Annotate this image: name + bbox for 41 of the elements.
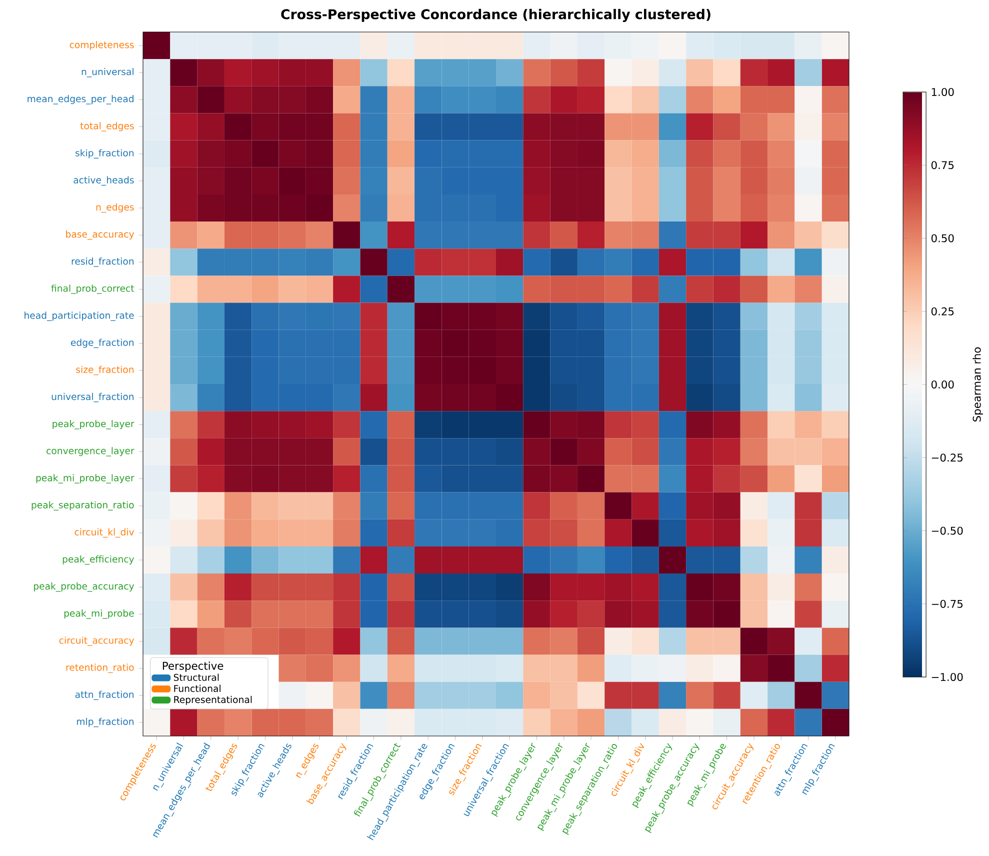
y-tick-label: total_edges — [80, 122, 134, 132]
y-tick-label: circuit_accuracy — [59, 636, 134, 646]
color-bar-title: Spearman rho — [972, 347, 983, 422]
y-tick-label: convergence_layer — [46, 447, 134, 456]
y-tick-label: head_participation_rate — [24, 312, 134, 321]
color-bar-label: 1.00 — [932, 88, 954, 96]
legend-label: Functional — [174, 684, 220, 692]
color-bar-label: 0.00 — [931, 380, 954, 389]
y-tick-label: universal_fraction — [52, 392, 134, 402]
y-tick-label: completeness — [70, 41, 134, 50]
legend-label: Representational — [174, 696, 252, 705]
y-tick-label: resid_fraction — [72, 258, 134, 267]
y-tick-label: base_accuracy — [66, 230, 134, 240]
y-tick-label: n_universal — [82, 68, 134, 78]
y-tick-label: final_prob_correct — [51, 284, 134, 294]
color-bar-label: −0.50 — [932, 526, 963, 535]
legend-title: Perspective — [162, 662, 224, 672]
y-tick-label: peak_mi_probe — [64, 610, 134, 619]
y-tick-label: skip_fraction — [75, 149, 134, 158]
y-tick-label: mean_edges_per_head — [28, 95, 134, 104]
y-tick-label: peak_mi_probe_layer — [36, 474, 134, 484]
y-tick-label: peak_separation_ratio — [32, 501, 134, 510]
y-tick-label: peak_probe_accuracy — [34, 582, 134, 592]
y-tick-label: peak_probe_layer — [52, 420, 134, 430]
legend-label: Structural — [174, 674, 219, 681]
y-tick-label: size_fraction — [76, 366, 134, 376]
chart-title: Cross-Perspective Concordance (hierarchically clustered) — [281, 8, 710, 22]
color-bar-label: 0.50 — [931, 234, 954, 242]
y-tick-label: retention_ratio — [66, 664, 134, 673]
y-tick-label: attn_fraction — [75, 690, 134, 700]
color-bar-label: −0.25 — [932, 454, 963, 462]
color-bar-label: −1.00 — [932, 672, 963, 682]
color-bar-label: 0.75 — [931, 161, 954, 170]
y-tick-label: active_heads — [74, 176, 134, 186]
color-bar-label: 0.25 — [931, 307, 954, 316]
y-tick-label: mlp_fraction — [77, 718, 134, 728]
y-tick-label: circuit_kl_div — [74, 528, 134, 538]
y-tick-label: edge_fraction — [70, 338, 134, 348]
y-tick-label: peak_efficiency — [62, 555, 134, 565]
y-tick-label: n_edges — [96, 203, 134, 213]
color-bar-label: −0.75 — [932, 600, 963, 608]
